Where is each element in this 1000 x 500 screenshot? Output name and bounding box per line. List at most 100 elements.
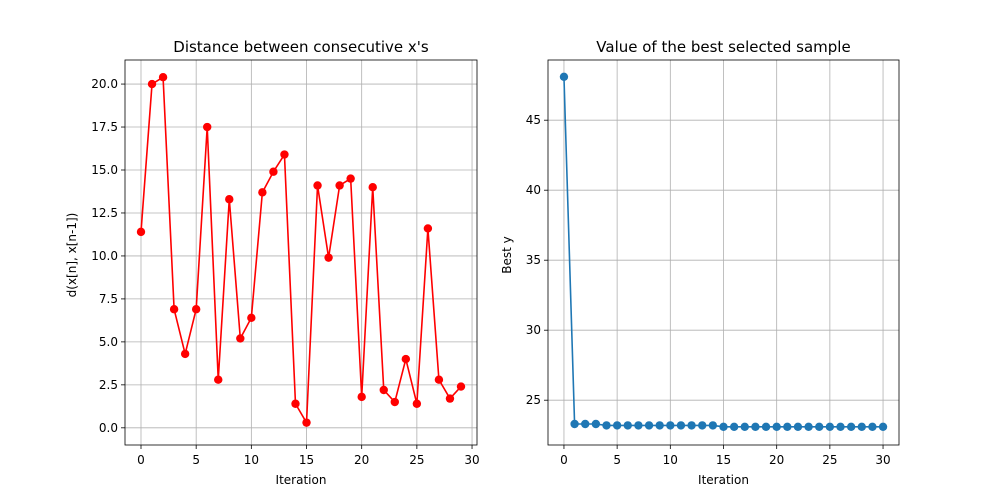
data-point [191,305,201,314]
series-line [140,76,462,424]
chart-distance: Distance between consecutive x's Iterati… [65,38,480,487]
x-tick-label: 0 [137,453,145,467]
data-point [291,399,300,408]
data-point [751,422,760,431]
data-point [740,422,749,431]
y-axis-label: Best y [500,236,514,274]
data-point [878,422,888,431]
series [136,72,466,427]
data-point [857,422,866,431]
data-point [423,224,433,233]
data-point [793,422,803,431]
data-point [346,174,355,183]
grid [125,60,477,445]
data-point [456,382,466,391]
y-tick-label: 45 [526,113,541,127]
data-point [772,422,781,431]
data-point [302,418,311,427]
data-point [783,422,792,431]
y-tick-label: 35 [526,253,541,267]
x-tick-label: 20 [769,453,784,467]
data-point [591,419,601,429]
data-point [214,375,223,384]
y-axis-ticks: 25 30 35 40 45 [526,113,548,407]
data-point [401,354,411,364]
data-point [379,385,388,395]
data-point [602,421,611,430]
data-point [825,422,835,431]
y-axis-label: d(x[n], x[n-1]) [65,213,79,298]
y-tick-label: 40 [526,183,541,197]
y-tick-label: 20.0 [91,77,118,91]
data-point [634,421,643,430]
data-point [687,421,696,430]
data-point [676,421,686,430]
data-point [708,421,718,430]
x-tick-label: 5 [613,453,621,467]
data-point [698,421,707,430]
y-tick-label: 25 [526,393,541,407]
data-point [269,167,278,176]
x-tick-label: 30 [875,453,890,467]
y-tick-label: 0.0 [99,421,118,435]
x-tick-label: 15 [716,453,731,467]
data-point [836,422,845,431]
data-point [412,399,422,408]
x-axis-ticks: 0 5 10 15 20 25 30 [137,445,480,467]
y-tick-label: 15.0 [91,163,118,177]
grid [548,60,899,445]
data-point [761,422,771,431]
data-point [158,72,168,82]
axes-frame [547,59,900,446]
data-point [570,419,579,429]
data-point [804,422,813,431]
y-tick-label: 10.0 [91,249,118,263]
data-point [559,72,569,82]
data-point [719,422,728,431]
x-tick-label: 20 [354,453,369,467]
y-tick-label: 17.5 [91,120,118,134]
x-axis-label: Iteration [276,473,327,487]
data-point [729,422,739,431]
data-point [324,253,333,262]
x-tick-label: 10 [244,453,259,467]
data-point [203,122,212,132]
y-tick-label: 2.5 [99,378,118,392]
data-point [147,79,157,89]
data-point [180,349,190,359]
data-point [258,188,267,197]
data-point [445,394,455,403]
x-tick-label: 0 [560,453,568,467]
chart-best-y: Value of the best selected sample Iterat… [500,38,900,487]
x-tick-label: 5 [192,453,200,467]
data-point [357,392,366,402]
x-tick-label: 25 [409,453,424,467]
y-tick-label: 12.5 [91,206,118,220]
y-tick-label: 30 [526,323,541,337]
plot-area [125,60,477,445]
x-tick-label: 15 [299,453,314,467]
y-axis-ticks: 0.0 2.5 5.0 7.5 10.0 12.5 15.0 17.5 20.0 [91,77,125,435]
data-point [368,182,377,192]
data-point [815,422,824,431]
data-point [236,334,245,343]
data-point [623,421,632,430]
x-tick-label: 30 [464,453,479,467]
chart-title: Value of the best selected sample [596,38,850,56]
data-point [655,421,664,430]
y-tick-label: 5.0 [99,335,118,349]
data-point [612,421,622,430]
data-point [644,421,654,430]
data-point [225,195,234,204]
x-axis-label: Iteration [698,473,749,487]
x-tick-label: 10 [663,453,678,467]
data-point [280,150,289,159]
data-point [666,421,675,430]
data-point [390,397,399,407]
data-point [581,419,590,429]
data-point [313,181,322,190]
data-point [846,422,856,431]
x-tick-label: 25 [822,453,837,467]
data-point [868,422,877,431]
